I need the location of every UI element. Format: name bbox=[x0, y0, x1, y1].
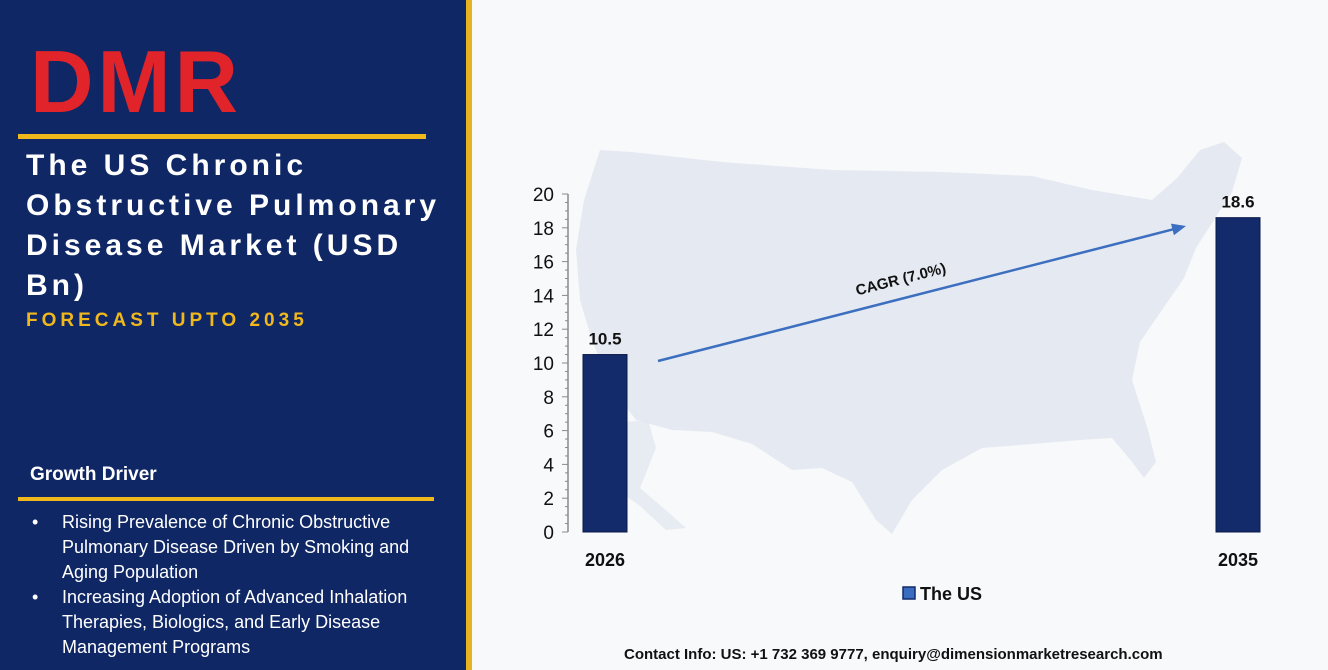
y-tick-label: 10 bbox=[533, 354, 554, 375]
y-tick-label: 12 bbox=[533, 320, 554, 341]
y-tick-label: 14 bbox=[533, 286, 555, 307]
bar-series: 10.5 2026 18.6 2035 bbox=[582, 193, 1261, 570]
y-tick-label: 4 bbox=[543, 455, 554, 476]
growth-driver-item: Increasing Adoption of Advanced Inhalati… bbox=[30, 585, 450, 660]
left-panel-border bbox=[466, 0, 472, 670]
y-tick-label: 16 bbox=[533, 253, 554, 274]
bar-value-label: 18.6 bbox=[1221, 193, 1254, 212]
bar-2035 bbox=[1215, 217, 1261, 533]
growth-driver-heading: Growth Driver bbox=[30, 464, 157, 485]
bar-value-label: 10.5 bbox=[588, 330, 621, 349]
growth-driver-item: Rising Prevalence of Chronic Obstructive… bbox=[30, 510, 450, 585]
y-axis-ticks: 0 2 4 6 8 10 12 14 16 18 20 bbox=[533, 185, 568, 544]
y-tick-label: 2 bbox=[543, 489, 554, 510]
title-divider bbox=[18, 134, 426, 139]
y-tick-label: 18 bbox=[533, 219, 554, 240]
dmr-logo: DMR bbox=[30, 40, 238, 120]
cagr-arrow-head bbox=[1170, 223, 1186, 236]
chart-legend: The US bbox=[902, 584, 982, 604]
legend-swatch bbox=[902, 586, 916, 600]
y-tick-label: 6 bbox=[543, 422, 554, 443]
bar-2026 bbox=[582, 354, 628, 533]
y-tick-label: 20 bbox=[533, 185, 554, 206]
dmr-logo-text: DMR bbox=[30, 40, 236, 120]
legend-label: The US bbox=[920, 584, 982, 604]
growth-driver-divider bbox=[18, 497, 434, 501]
page-subtitle: FORECAST UPTO 2035 bbox=[26, 310, 308, 331]
growth-driver-list: Rising Prevalence of Chronic Obstructive… bbox=[30, 510, 450, 660]
x-category-label: 2035 bbox=[1218, 550, 1258, 570]
y-tick-label: 0 bbox=[543, 523, 554, 544]
y-tick-label: 8 bbox=[543, 388, 554, 409]
us-map-background bbox=[576, 142, 1242, 534]
contact-info: Contact Info: US: +1 732 369 9777, enqui… bbox=[624, 646, 1163, 663]
x-category-label: 2026 bbox=[585, 550, 625, 570]
cagr-arrow-line bbox=[657, 227, 1177, 363]
page-title: The US Chronic Obstructive Pulmonary Dis… bbox=[26, 149, 441, 302]
